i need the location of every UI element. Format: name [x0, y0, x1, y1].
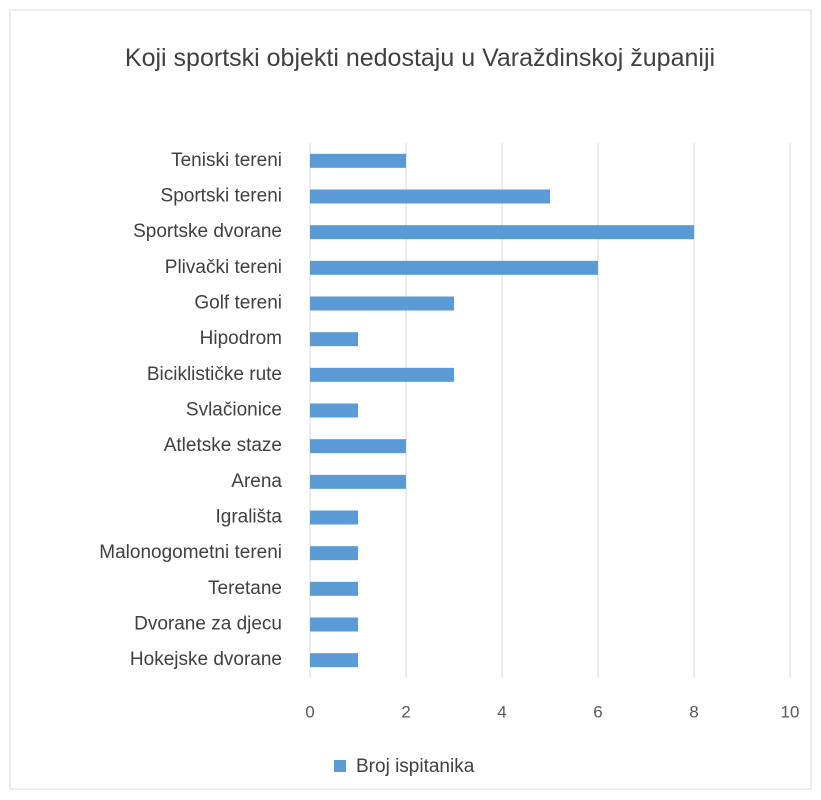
x-tick-label: 0: [305, 702, 314, 721]
legend-label: Broj ispitanika: [356, 756, 475, 777]
bar: [310, 189, 550, 204]
bar: [310, 367, 454, 382]
bar: [310, 439, 406, 454]
bar: [310, 653, 358, 668]
y-tick-label: Teniski tereni: [171, 150, 282, 171]
y-tick-label: Arena: [231, 471, 282, 492]
y-tick-label: Teretane: [208, 578, 282, 599]
bar: [310, 474, 406, 489]
y-tick-label: Sportske dvorane: [133, 221, 282, 242]
y-tick-label: Svlačionice: [186, 400, 282, 421]
y-tick-label: Hokejske dvorane: [130, 649, 282, 670]
x-tick-label: 10: [781, 702, 800, 721]
y-tick-label: Dvorane za djecu: [134, 614, 282, 635]
y-tick-label: Sportski tereni: [161, 186, 282, 207]
y-tick-label: Hipodrom: [200, 328, 282, 349]
chart-title: Koji sportski objekti nedostaju u Varažd…: [124, 44, 716, 72]
bar: [310, 617, 358, 632]
y-tick-label: Atletske staze: [164, 435, 282, 456]
x-tick-label: 2: [401, 702, 410, 721]
y-tick-label: Plivački tereni: [165, 257, 282, 278]
chart-border: [9, 9, 812, 790]
x-tick-label: 4: [497, 702, 506, 721]
bar: [310, 510, 358, 525]
y-tick-label: Igrališta: [215, 507, 282, 528]
bar: [310, 546, 358, 561]
x-tick-label: 8: [689, 702, 698, 721]
y-tick-label: Malonogometni tereni: [99, 542, 282, 563]
y-tick-label: Golf tereni: [194, 293, 282, 314]
bar: [310, 296, 454, 311]
bar: [310, 225, 694, 240]
bar: [310, 153, 406, 168]
x-tick-label: 6: [593, 702, 602, 721]
bar: [310, 260, 598, 275]
y-tick-label: Biciklističke rute: [147, 364, 282, 385]
bar: [310, 332, 358, 347]
bar: [310, 581, 358, 596]
legend-swatch: [334, 760, 346, 772]
bar: [310, 403, 358, 418]
